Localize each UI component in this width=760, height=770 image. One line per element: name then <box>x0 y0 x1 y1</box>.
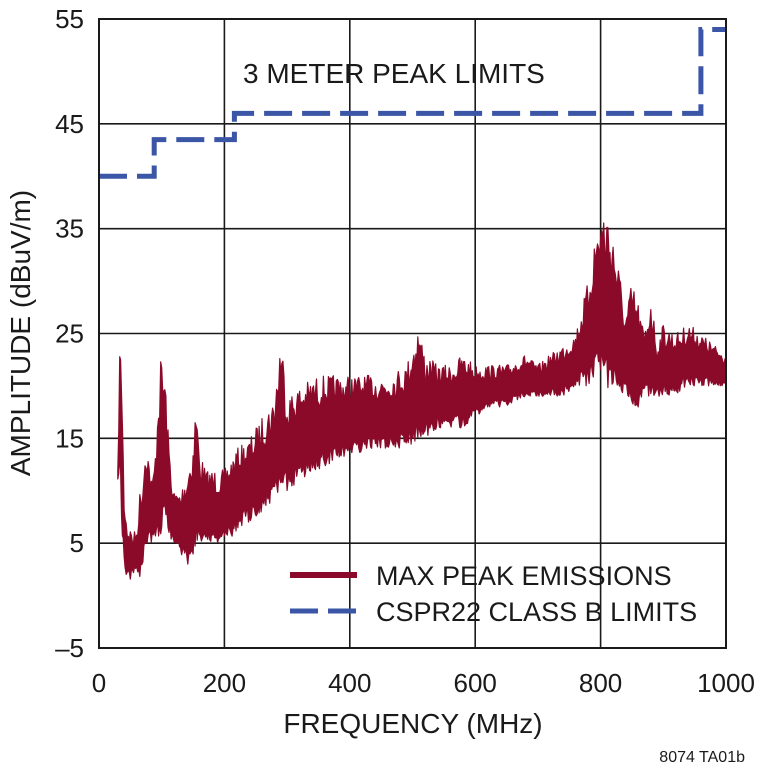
y-tick-label: 45 <box>55 109 84 139</box>
y-tick-label: 35 <box>55 214 84 244</box>
figure-id: 8074 TA01b <box>659 749 745 766</box>
y-tick-label: 5 <box>70 528 84 558</box>
series-max-peak-emissions <box>117 222 727 580</box>
plot-frame <box>98 18 727 649</box>
legend-label-max-peak: MAX PEAK EMISSIONS <box>376 561 672 591</box>
annotation-label: 3 METER PEAK LIMITS <box>243 58 545 89</box>
y-tick-label: –5 <box>55 633 84 663</box>
x-tick-label: 800 <box>579 668 622 698</box>
y-tick-label: 15 <box>55 423 84 453</box>
series-cspr22-class-b-limits <box>99 27 726 179</box>
y-axis-label: AMPLITUDE (dBuV/m) <box>5 190 36 476</box>
x-tick-label: 200 <box>203 668 246 698</box>
x-tick-label: 0 <box>92 668 106 698</box>
x-axis-label: FREQUENCY (MHz) <box>283 708 542 739</box>
x-tick-label: 600 <box>454 668 497 698</box>
legend: MAX PEAK EMISSIONS CSPR22 CLASS B LIMITS <box>290 561 697 627</box>
legend-label-cspr22: CSPR22 CLASS B LIMITS <box>376 597 697 627</box>
y-tick-label: 25 <box>55 319 84 349</box>
y-tick-label: 55 <box>55 4 84 34</box>
series-layer <box>99 27 727 580</box>
tick-labels: 55 45 35 25 15 5 –5 0 200 400 600 800 1000 <box>55 4 755 698</box>
x-tick-label: 400 <box>328 668 371 698</box>
x-tick-label: 1000 <box>697 668 755 698</box>
